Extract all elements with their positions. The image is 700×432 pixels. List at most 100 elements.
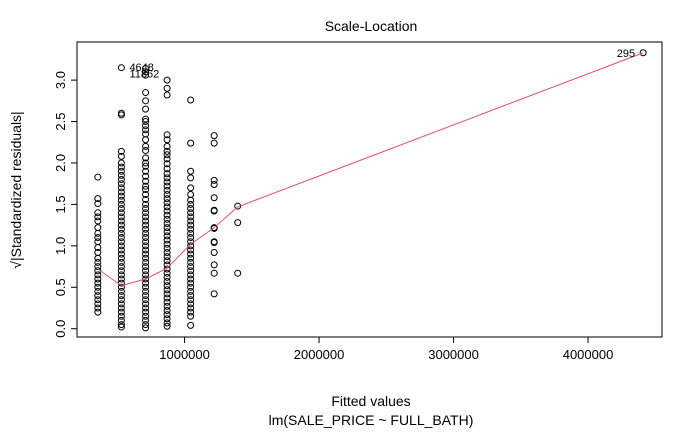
residual-point — [187, 267, 195, 275]
residual-point — [210, 176, 218, 184]
residual-point — [163, 160, 171, 168]
residual-point — [639, 49, 647, 57]
residual-point — [163, 91, 171, 99]
residual-point — [187, 139, 195, 147]
observation-label: 295 — [617, 48, 635, 60]
residual-point — [117, 184, 125, 192]
residual-point — [163, 265, 171, 273]
residual-point — [142, 287, 150, 295]
residual-point — [142, 217, 150, 225]
residual-point — [142, 250, 150, 258]
residual-point — [187, 221, 195, 229]
residual-point — [117, 196, 125, 204]
residual-point — [163, 311, 171, 319]
residual-point — [94, 217, 102, 225]
residual-point — [187, 254, 195, 262]
residual-point — [210, 132, 218, 140]
residual-point — [163, 240, 171, 248]
residual-point — [94, 238, 102, 246]
residual-point — [117, 267, 125, 275]
residual-point — [142, 324, 150, 332]
y-tick-label: 1.5 — [53, 195, 68, 213]
residual-point — [187, 308, 195, 316]
residual-point — [94, 224, 102, 232]
residual-point — [142, 267, 150, 275]
chart-subtitle: lm(SALE_PRICE ~ FULL_BATH) — [269, 412, 474, 428]
residual-point — [187, 283, 195, 291]
residual-point — [117, 159, 125, 167]
residual-point — [142, 316, 150, 324]
residual-point — [142, 209, 150, 217]
residual-point — [117, 217, 125, 225]
residual-point — [117, 213, 125, 221]
residual-point — [142, 68, 150, 76]
residual-point — [163, 257, 171, 265]
x-tick-label: 1000000 — [159, 347, 210, 362]
residual-point — [210, 269, 218, 277]
residual-point — [163, 306, 171, 314]
residual-point — [117, 263, 125, 271]
residual-point — [117, 304, 125, 312]
residual-point — [187, 275, 195, 283]
x-axis: 1000000 2000000 3000000 4000000 — [159, 336, 613, 362]
residual-point — [163, 219, 171, 227]
residual-point — [117, 242, 125, 250]
residual-point — [187, 300, 195, 308]
residual-point — [142, 296, 150, 304]
residual-point — [163, 211, 171, 219]
smoother-line — [97, 52, 644, 287]
residual-point — [187, 205, 195, 213]
residual-point — [142, 238, 150, 246]
residual-point — [94, 234, 102, 242]
residual-point — [94, 195, 102, 203]
residual-point — [163, 232, 171, 240]
residual-point — [94, 173, 102, 181]
residual-point — [94, 304, 102, 312]
residual-point — [163, 84, 171, 92]
x-tick-label: 2000000 — [294, 347, 345, 362]
residual-points — [94, 49, 647, 332]
residual-point — [163, 253, 171, 261]
residual-point — [142, 258, 150, 266]
residual-point — [163, 319, 171, 327]
residual-point — [94, 275, 102, 283]
residual-point — [142, 200, 150, 208]
residual-point — [117, 152, 125, 160]
residual-point — [187, 279, 195, 287]
residual-point — [142, 142, 150, 150]
residual-point — [187, 167, 195, 175]
residual-point — [163, 174, 171, 182]
residual-point — [142, 292, 150, 300]
residual-point — [210, 207, 218, 215]
residual-point — [210, 139, 218, 147]
residual-point — [94, 292, 102, 300]
residual-point — [117, 308, 125, 316]
residual-point — [117, 258, 125, 266]
residual-point — [142, 263, 150, 271]
residual-point — [117, 254, 125, 262]
residual-point — [163, 315, 171, 323]
residual-point — [163, 170, 171, 178]
residual-point — [142, 279, 150, 287]
residual-point — [163, 298, 171, 306]
residual-point — [187, 174, 195, 182]
residual-point — [187, 246, 195, 254]
residual-point — [117, 225, 125, 233]
residual-point — [117, 238, 125, 246]
y-tick-label: 2.0 — [53, 154, 68, 172]
residual-point — [142, 65, 150, 73]
residual-point — [142, 190, 150, 198]
residual-point — [163, 322, 171, 330]
residual-point — [117, 321, 125, 329]
residual-point — [187, 312, 195, 320]
residual-point — [117, 221, 125, 229]
residual-point — [163, 195, 171, 203]
residual-point — [117, 246, 125, 254]
residual-point — [163, 131, 171, 139]
residual-point — [142, 283, 150, 291]
residual-point — [94, 300, 102, 308]
residual-point — [117, 296, 125, 304]
residual-point — [163, 290, 171, 298]
residual-point — [94, 254, 102, 262]
